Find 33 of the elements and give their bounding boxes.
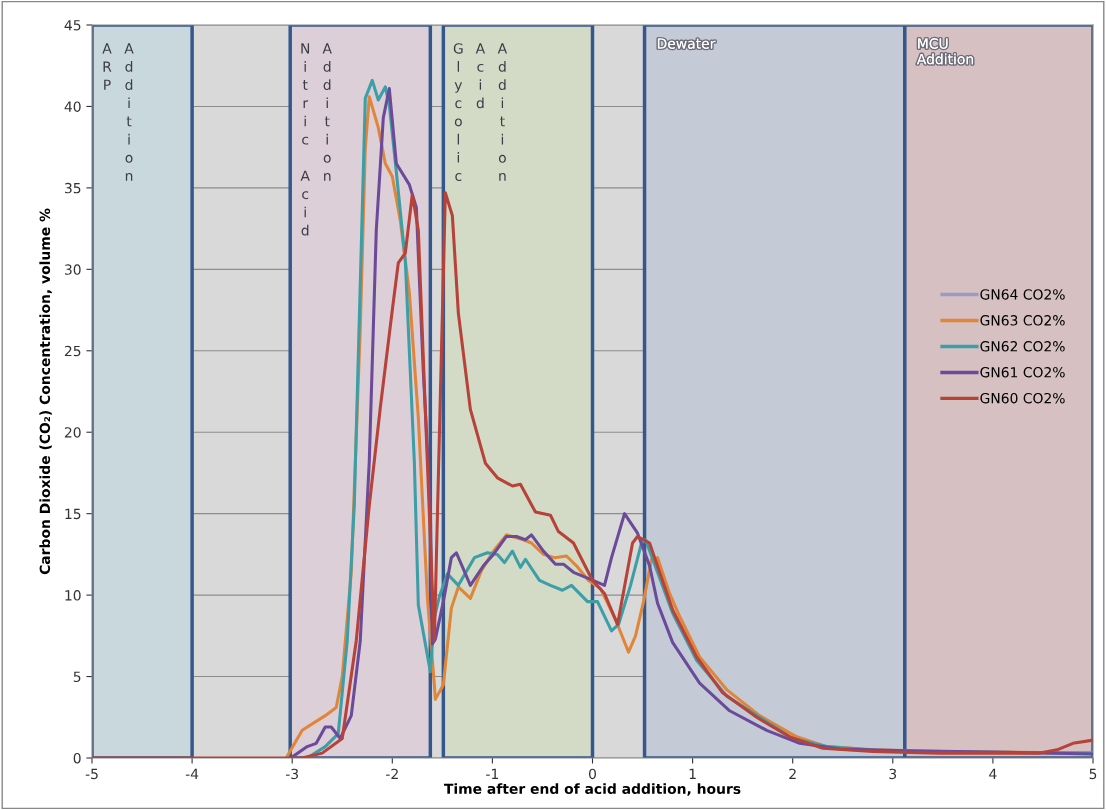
band-label: MCU Addition [916,38,973,65]
y-tick-label: 10 [65,590,81,601]
legend-label: GN60 CO2% [980,392,1065,404]
x-tick-label: -4 [185,768,199,779]
y-tick-label: 20 [64,427,81,438]
y-tick-label: 40 [64,101,81,112]
y-tick-label: 30 [64,264,81,275]
y-axis-title: Carbon Dioxide (CO₂) Concentration, volume % [39,208,52,575]
y-tick-label: 0 [73,752,81,764]
legend-label: GN62 CO2% [980,341,1065,352]
y-tick-label: 15 [65,508,81,520]
x-tick-label: -2 [386,768,398,779]
x-tick-label: -3 [285,768,299,780]
x-tick-label: -5 [85,768,98,780]
legend-label: GN64 CO2% [980,289,1065,300]
x-axis-title: Time after end of acid addition, hours [443,783,741,796]
y-tick-label: 35 [64,182,81,194]
y-tick-label: 5 [73,671,81,683]
x-tick-label: 2 [789,768,796,779]
text: Glycolic Acid Addition [453,43,508,181]
x-tick-label: 4 [989,768,997,779]
x-tick-label: 3 [889,768,897,780]
legend-label: GN63 CO2% [980,315,1065,326]
legend-label: GN61 CO2% [980,366,1065,378]
x-tick-label: 1 [689,768,696,779]
text: Nitric Acid Addition [300,43,332,236]
x-tick-label: 5 [1089,768,1097,780]
x-tick-label: -1 [486,768,499,779]
x-tick-label: 0 [589,768,596,780]
y-tick-label: 25 [64,345,81,357]
text: ARP Addition [102,43,134,181]
y-tick-label: 45 [64,20,81,31]
band-label: Dewater [657,38,716,49]
